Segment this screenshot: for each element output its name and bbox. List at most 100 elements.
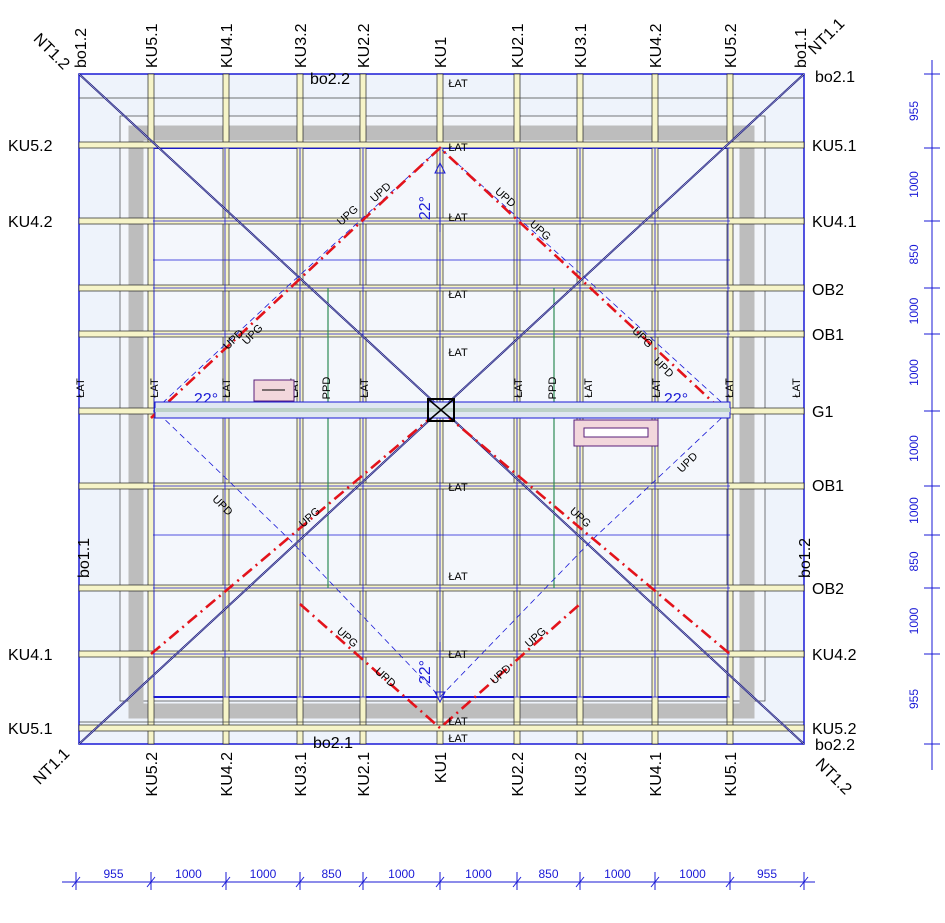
dim-label-bottom: 1000 [465, 867, 492, 881]
rafter-horizontal [78, 724, 805, 732]
side-bo-label-right: bo1.2 [797, 538, 814, 578]
bottom-rafter-label: KU5.1 [723, 752, 740, 797]
left-rafter-label: KU5.1 [8, 721, 53, 738]
top-rafter-label: KU5.1 [144, 23, 161, 68]
dim-label-right: 1000 [907, 171, 921, 198]
lat-label: ŁAT [448, 212, 468, 224]
lat-label: ŁAT [448, 78, 468, 90]
lat-label-vertical: ŁAT [75, 378, 87, 398]
dim-label-right: 850 [907, 244, 921, 264]
bottom-rafter-label: KU3.1 [293, 752, 310, 797]
bottom-rafter-label: KU3.2 [573, 752, 590, 797]
right-rafter-label: OB1 [812, 327, 844, 344]
dim-label-bottom: 955 [757, 867, 777, 881]
dim-slash [295, 876, 305, 888]
dim-label-bottom: 1000 [388, 867, 415, 881]
angle-label: 22° [417, 196, 434, 220]
eave-label: bo2.1 [313, 735, 353, 752]
top-rafter-label: KU2.2 [356, 23, 373, 68]
dim-slash [71, 876, 81, 888]
rafter-horizontal [78, 141, 805, 149]
bottom-rafter-label: KU2.2 [510, 752, 527, 797]
dim-slash [799, 876, 809, 888]
left-rafter-label: KU4.1 [8, 647, 53, 664]
angle-label: 22° [417, 660, 434, 684]
ppd-label: PPD [321, 377, 333, 400]
right-rafter-label: OB2 [812, 581, 844, 598]
right-rafter-label: KU5.1 [812, 138, 857, 155]
dim-slash [512, 876, 522, 888]
right-rafter-label: OB1 [812, 478, 844, 495]
side-bo-label-left: bo1.1 [76, 538, 93, 578]
red-upper-chevron [150, 146, 731, 419]
lat-label: ŁAT [448, 142, 468, 154]
dim-label-right: 1000 [907, 297, 921, 324]
lat-label: ŁAT [448, 571, 468, 583]
dim-label-bottom: 850 [538, 867, 558, 881]
dim-label-right: 850 [907, 551, 921, 571]
dim-label-right: 1000 [907, 497, 921, 524]
dim-label-right: 1000 [907, 607, 921, 634]
dim-slash [358, 876, 368, 888]
lat-label-vertical: ŁAT [724, 378, 736, 398]
dim-label-right: 955 [907, 689, 921, 709]
dim-label-right: 955 [907, 101, 921, 121]
dimension-lines: 955 1000 1000 850 1000 1000 850 1000 1000 955 955 1… [62, 60, 940, 890]
hub-cross-2 [427, 398, 455, 422]
bottom-rafter-label: KU2.1 [356, 752, 373, 797]
left-rafter-label: KU5.2 [8, 138, 53, 155]
top-rafter-label: bo1.1 [793, 28, 810, 68]
dim-slash [650, 876, 660, 888]
top-rafter-label: KU2.1 [510, 23, 527, 68]
left-rafter-label: KU4.2 [8, 214, 53, 231]
lat-label-vertical: ŁAT [651, 378, 663, 398]
lat-label-vertical: ŁAT [791, 378, 803, 398]
corner-label: NT1.2 [30, 30, 73, 73]
dim-label-bottom: 1000 [679, 867, 706, 881]
lat-label-vertical: ŁAT [359, 378, 371, 398]
dim-slash [221, 876, 231, 888]
corner-label: NT1.2 [812, 755, 855, 798]
lat-label: ŁAT [448, 733, 468, 745]
skylight-right-inner [583, 427, 649, 438]
dim-slash [435, 876, 445, 888]
dim-slash [575, 876, 585, 888]
lat-label: ŁAT [448, 716, 468, 728]
top-rafter-label: KU3.2 [293, 23, 310, 68]
top-rafter-label: KU5.2 [723, 23, 740, 68]
lat-label-vertical: ŁAT [221, 378, 233, 398]
lat-label-vertical: ŁAT [513, 378, 525, 398]
top-rafter-label: KU1 [433, 37, 450, 68]
right-rafter-label: KU4.2 [812, 647, 857, 664]
bottom-rafter-label: KU5.2 [144, 752, 161, 797]
ppd-label: PPD [547, 377, 559, 400]
dim-label-bottom: 955 [103, 867, 123, 881]
lat-label: ŁAT [448, 347, 468, 359]
dim-label-right: 1000 [907, 359, 921, 386]
lat-label-vertical: ŁAT [583, 378, 595, 398]
corner-label: NT1.1 [805, 15, 848, 58]
top-rafter-label: KU3.1 [573, 23, 590, 68]
bottom-rafter-label: KU1 [433, 752, 450, 783]
ridge-beam-stripe [155, 408, 730, 412]
eave-label: bo2.2 [815, 737, 855, 754]
dim-slash [725, 876, 735, 888]
top-rafter-label: bo1.2 [73, 28, 90, 68]
eave-label: bo2.1 [815, 69, 855, 86]
bottom-rafter-label: KU4.1 [648, 752, 665, 797]
lat-label: ŁAT [448, 289, 468, 301]
dim-label-right: 1000 [907, 435, 921, 462]
right-rafter-label: G1 [812, 404, 833, 421]
top-rafter-label: KU4.1 [219, 23, 236, 68]
lat-label-vertical: ŁAT [149, 378, 161, 398]
lat-label: ŁAT [448, 482, 468, 494]
hub [427, 398, 455, 422]
corner-label: NT1.1 [30, 745, 73, 788]
lat-label: ŁAT [448, 649, 468, 661]
dim-label-bottom: 850 [321, 867, 341, 881]
right-rafter-label: KU5.2 [812, 721, 857, 738]
dim-label-bottom: 1000 [175, 867, 202, 881]
blue-dashed-diamond [154, 147, 731, 698]
right-rafter-label: OB2 [812, 282, 844, 299]
